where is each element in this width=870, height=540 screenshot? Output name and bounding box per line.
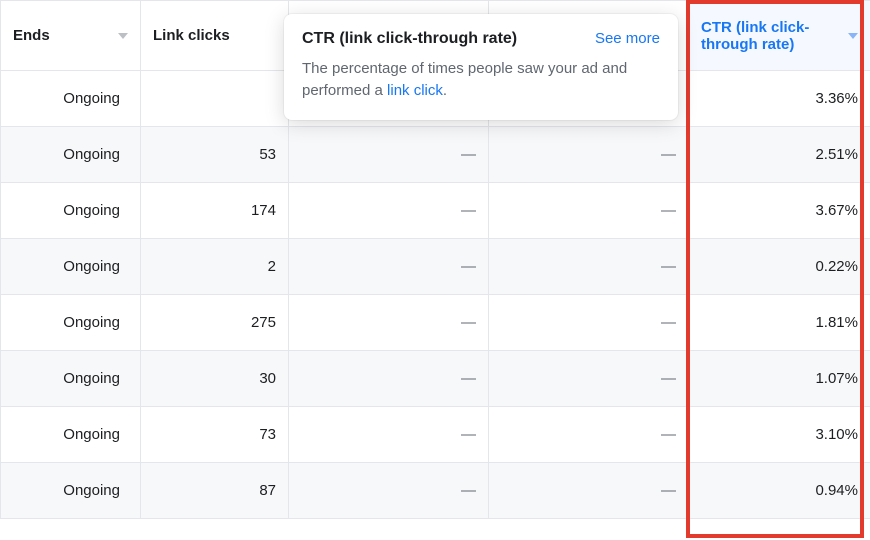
cell-ctr: 3.36% [689, 71, 870, 127]
cell-ends: Ongoing [1, 351, 141, 407]
tooltip-body-suffix: . [443, 82, 447, 99]
cell-ctr: 3.67% [689, 183, 870, 239]
table-row: Ongoing 87 — — 0.94% [1, 463, 870, 519]
cell-link-clicks: 73 [141, 407, 289, 463]
cell-ends: Ongoing [1, 463, 141, 519]
table-viewport: Ends Link clicks [0, 0, 870, 540]
col-label: CTR (link click-through rate) [701, 19, 842, 53]
cell-col3: — [289, 463, 489, 519]
cell-ctr: 1.07% [689, 351, 870, 407]
cell-link-clicks: 2 [141, 239, 289, 295]
cell-ctr: 1.81% [689, 295, 870, 351]
cell-ends: Ongoing [1, 295, 141, 351]
cell-ends: Ongoing [1, 127, 141, 183]
cell-col3: — [289, 295, 489, 351]
cell-ctr: 3.10% [689, 407, 870, 463]
col-label: Ends [13, 27, 50, 44]
table-row: Ongoing 174 — — 3.67% [1, 183, 870, 239]
tooltip-title: CTR (link click-through rate) [302, 30, 517, 48]
table-row: Ongoing 30 — — 1.07% [1, 351, 870, 407]
tooltip-body: The percentage of times people saw your … [302, 58, 660, 102]
col-header-ctr[interactable]: CTR (link click-through rate) [689, 1, 870, 71]
cell-col4: — [489, 295, 689, 351]
tooltip-body-text: The percentage of times people saw your … [302, 60, 627, 99]
cell-ctr: 0.94% [689, 463, 870, 519]
cell-link-clicks: 174 [141, 183, 289, 239]
cell-ctr: 0.22% [689, 239, 870, 295]
table-row: Ongoing 53 — — 2.51% [1, 127, 870, 183]
cell-ends: Ongoing [1, 407, 141, 463]
column-tooltip: CTR (link click-through rate) See more T… [284, 14, 678, 120]
table-row: Ongoing 2 — — 0.22% [1, 239, 870, 295]
cell-col4: — [489, 127, 689, 183]
cell-ends: Ongoing [1, 239, 141, 295]
cell-col4: — [489, 351, 689, 407]
link-click-definition-link[interactable]: link click [387, 82, 443, 99]
col-header-link-clicks[interactable]: Link clicks [141, 1, 289, 71]
cell-col4: — [489, 239, 689, 295]
cell-col3: — [289, 407, 489, 463]
cell-link-clicks: 30 [141, 351, 289, 407]
cell-col4: — [489, 183, 689, 239]
cell-ctr: 2.51% [689, 127, 870, 183]
cell-ends: Ongoing [1, 183, 141, 239]
col-header-ends[interactable]: Ends [1, 1, 141, 71]
cell-col3: — [289, 239, 489, 295]
cell-col3: — [289, 351, 489, 407]
cell-col3: — [289, 183, 489, 239]
cell-link-clicks: 53 [141, 127, 289, 183]
sort-caret-icon [118, 33, 128, 39]
cell-ends: Ongoing [1, 71, 141, 127]
cell-link-clicks [141, 71, 289, 127]
sort-caret-icon [848, 33, 858, 39]
table-body: Ongoing 3.36% Ongoing 53 — — 2.51% Ongoi… [1, 71, 870, 519]
cell-link-clicks: 87 [141, 463, 289, 519]
cell-col3: — [289, 127, 489, 183]
see-more-link[interactable]: See more [595, 30, 660, 47]
cell-col4: — [489, 407, 689, 463]
cell-link-clicks: 275 [141, 295, 289, 351]
table-row: Ongoing 73 — — 3.10% [1, 407, 870, 463]
tooltip-header: CTR (link click-through rate) See more [302, 30, 660, 48]
col-label: Link clicks [153, 27, 230, 44]
table-row: Ongoing 275 — — 1.81% [1, 295, 870, 351]
cell-col4: — [489, 463, 689, 519]
